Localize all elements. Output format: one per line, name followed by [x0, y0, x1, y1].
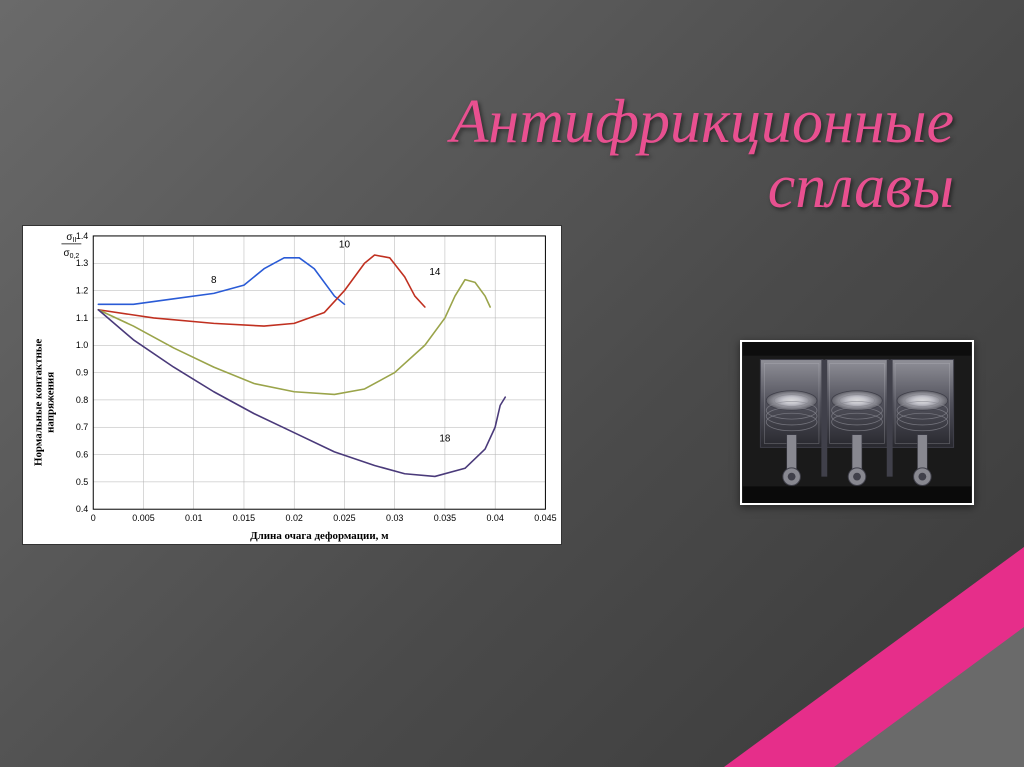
svg-text:Нормальные контактные: Нормальные контактные: [33, 339, 45, 466]
svg-text:0.005: 0.005: [132, 513, 154, 523]
engine-photo-svg: [742, 342, 972, 503]
svg-text:напряжения: напряжения: [45, 372, 57, 433]
svg-text:0.02: 0.02: [286, 513, 303, 523]
svg-text:Длина очага деформации, м: Длина очага деформации, м: [250, 530, 389, 542]
svg-text:0.7: 0.7: [76, 422, 88, 432]
svg-text:0: 0: [91, 513, 96, 523]
slide: Антифрикционные сплавы 0 0.005 0.01 0.015 0.…: [0, 0, 1024, 767]
svg-text:0.5: 0.5: [76, 477, 88, 487]
svg-text:0.025: 0.025: [333, 513, 355, 523]
chart-svg: 0 0.005 0.01 0.015 0.02 0.025 0.03 0.035 0.04 0.0…: [23, 226, 561, 544]
svg-text:0.6: 0.6: [76, 450, 88, 460]
svg-text:1.2: 1.2: [76, 286, 88, 296]
svg-text:0.035: 0.035: [434, 513, 456, 523]
svg-text:0.045: 0.045: [534, 513, 556, 523]
svg-text:1.0: 1.0: [76, 340, 88, 350]
title-line-1: Антифрикционные: [451, 90, 954, 155]
svg-text:0.03: 0.03: [386, 513, 403, 523]
svg-text:14: 14: [429, 267, 441, 278]
title-line-2: сплавы: [451, 155, 954, 220]
svg-text:0.04: 0.04: [486, 513, 503, 523]
svg-text:1.4: 1.4: [76, 231, 88, 241]
svg-text:0.8: 0.8: [76, 395, 88, 405]
slide-title: Антифрикционные сплавы: [451, 90, 954, 220]
svg-text:8: 8: [211, 275, 217, 286]
corner-triangle-inner: [834, 627, 1024, 767]
svg-text:0.9: 0.9: [76, 368, 88, 378]
svg-text:18: 18: [439, 434, 451, 445]
svg-text:0.4: 0.4: [76, 504, 88, 514]
svg-text:0.01: 0.01: [185, 513, 202, 523]
svg-text:1.1: 1.1: [76, 313, 88, 323]
svg-text:0.015: 0.015: [233, 513, 255, 523]
svg-text:σ0,2: σ0,2: [63, 248, 79, 260]
engine-photo: [740, 340, 974, 505]
deformation-chart: 0 0.005 0.01 0.015 0.02 0.025 0.03 0.035 0.04 0.0…: [22, 225, 562, 545]
svg-text:10: 10: [339, 240, 351, 251]
